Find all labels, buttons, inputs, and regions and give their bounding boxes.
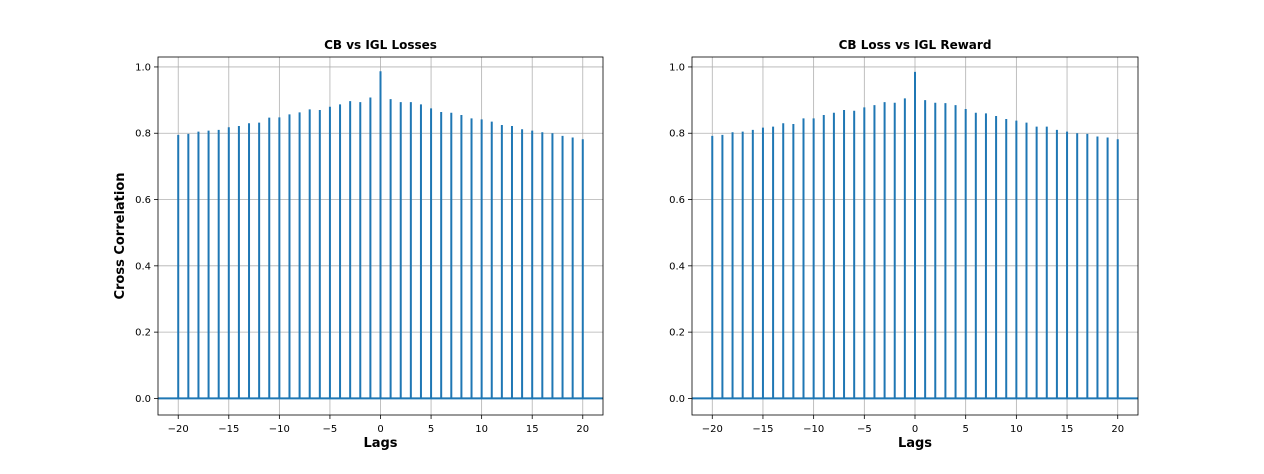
chart-1-x-tick-label: −15 bbox=[752, 424, 773, 435]
chart-1-x-tick-label: 10 bbox=[1010, 424, 1023, 435]
chart-0-x-tick-label: 10 bbox=[475, 424, 488, 435]
chart-1-y-tick-label: 0.2 bbox=[669, 328, 685, 339]
chart-1-x-tick-label: −5 bbox=[857, 424, 872, 435]
chart-0-x-tick-label: −10 bbox=[269, 424, 290, 435]
chart-1-x-axis-label: Lags bbox=[898, 436, 932, 451]
chart-1-y-tick-label: 0.6 bbox=[669, 195, 685, 206]
chart-1-x-tick-label: 15 bbox=[1061, 424, 1074, 435]
chart-1-y-tick-label: 0.4 bbox=[669, 261, 685, 272]
chart-0-x-tick-label: −5 bbox=[323, 424, 338, 435]
chart-1-title: CB Loss vs IGL Reward bbox=[839, 38, 992, 52]
chart-panel-cb-loss-vs-igl-reward: −20 −15 −10 −5 0 5 10 15 20 0.0 0.2 0.4 0.6 0.8 1.0 CB … bbox=[669, 38, 1139, 451]
chart-0-x-tick-label: 5 bbox=[428, 424, 434, 435]
chart-0-y-tick-label: 0.4 bbox=[135, 261, 151, 272]
chart-1-x-tick-label: −20 bbox=[702, 424, 723, 435]
chart-0-x-tick-label: −15 bbox=[218, 424, 239, 435]
chart-0-x-tick-label: 20 bbox=[576, 424, 589, 435]
chart-0-y-tick-label: 0.0 bbox=[135, 394, 151, 405]
chart-0-x-tick-label: 15 bbox=[526, 424, 539, 435]
chart-0-x-axis-label: Lags bbox=[363, 436, 397, 451]
chart-1-x-tick-label: 0 bbox=[912, 424, 918, 435]
chart-panel-cb-vs-igl-losses: −20 −15 −10 −5 0 5 10 15 20 0.0 0.2 0.4 0.6 0.8 1.0 CB … bbox=[113, 38, 604, 451]
chart-0-y-tick-label: 1.0 bbox=[135, 62, 151, 73]
chart-1-y-tick-label: 1.0 bbox=[669, 62, 685, 73]
chart-0-x-tick-label: −20 bbox=[168, 424, 189, 435]
chart-1-y-tick-label: 0.0 bbox=[669, 394, 685, 405]
chart-0-y-tick-label: 0.6 bbox=[135, 195, 151, 206]
chart-1-x-tick-label: 5 bbox=[962, 424, 968, 435]
chart-0-y-axis-label: Cross Correlation bbox=[113, 172, 128, 299]
chart-0-title: CB vs IGL Losses bbox=[324, 38, 437, 52]
chart-0-x-tick-label: 0 bbox=[377, 424, 383, 435]
chart-1-x-tick-label: 20 bbox=[1111, 424, 1124, 435]
chart-1-y-tick-label: 0.8 bbox=[669, 129, 685, 140]
chart-1-x-tick-label: −10 bbox=[803, 424, 824, 435]
chart-0-y-tick-label: 0.2 bbox=[135, 328, 151, 339]
chart-0-y-tick-label: 0.8 bbox=[135, 129, 151, 140]
